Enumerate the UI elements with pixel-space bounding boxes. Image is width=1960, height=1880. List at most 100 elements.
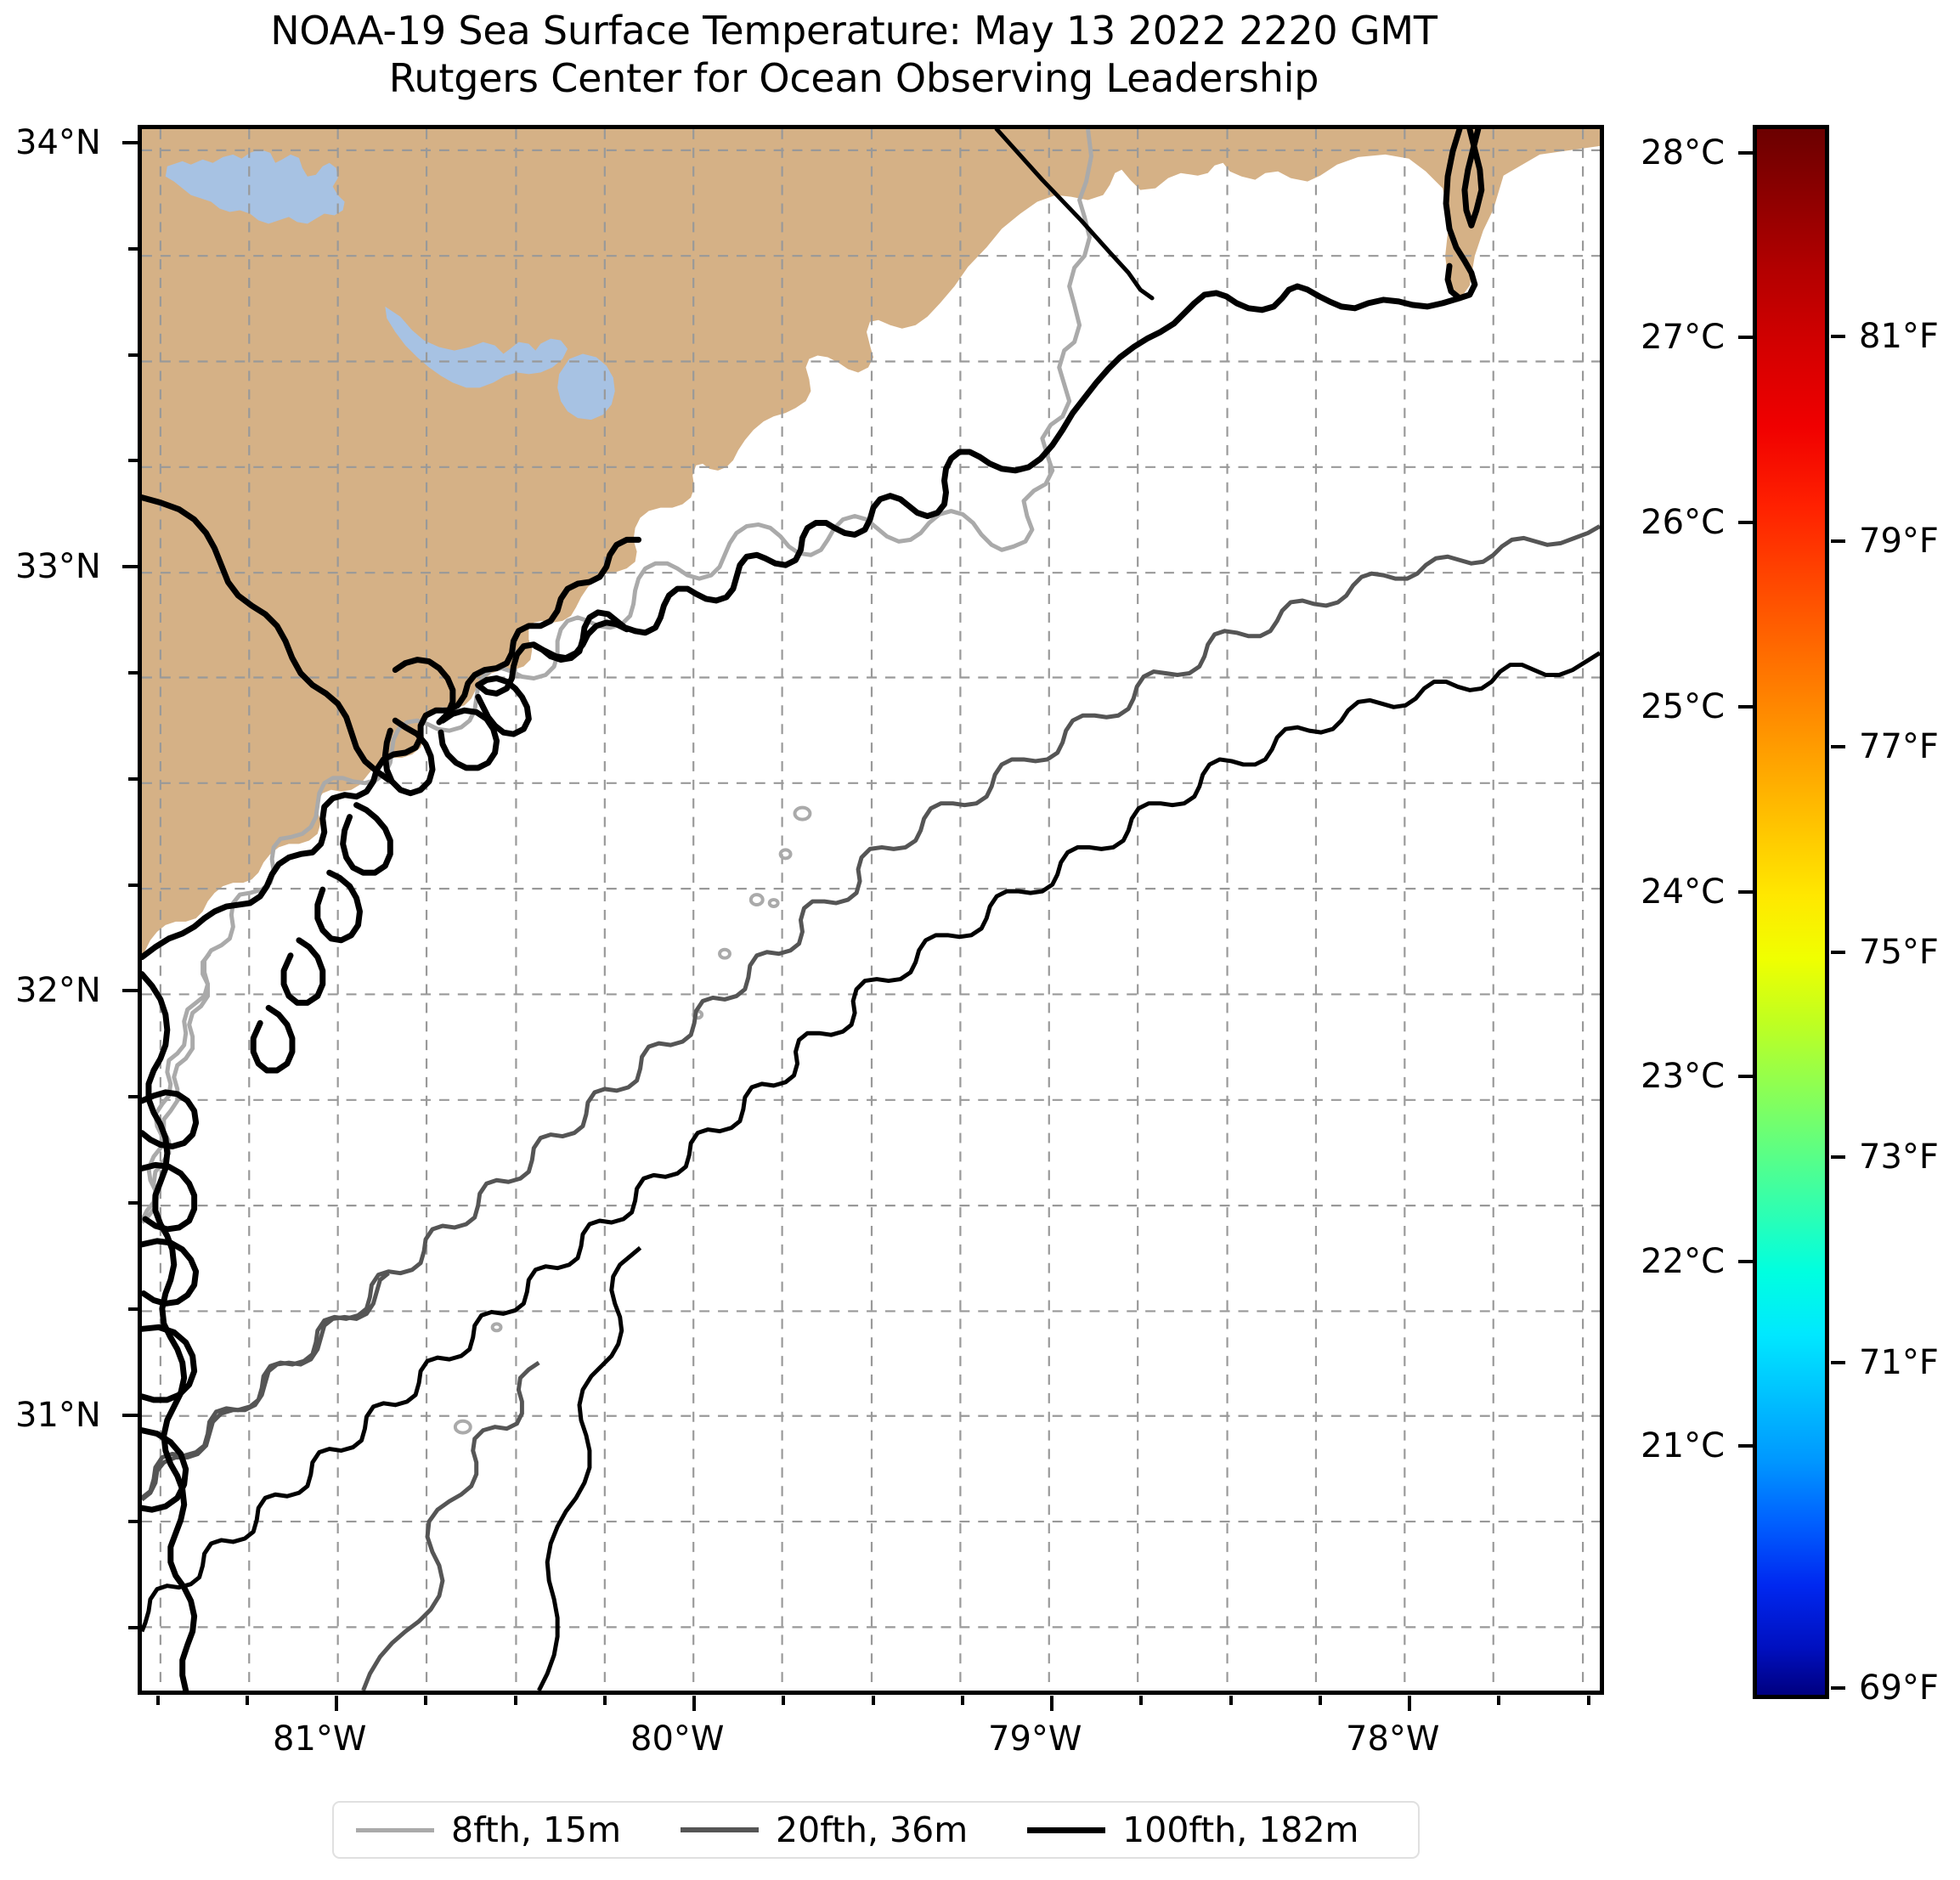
lon-tick-minor — [424, 1696, 427, 1705]
lon-tick-minor — [1497, 1696, 1500, 1705]
lat-tick-minor — [128, 459, 138, 462]
cb-label-c-22: 22°C — [1641, 1242, 1725, 1281]
cb-tick-c-25 — [1738, 705, 1753, 709]
cb-label-f-77: 77°F — [1859, 727, 1939, 766]
bathymetry-legend[interactable]: 8fth, 15m 20fth, 36m 100fth, 182m — [332, 1801, 1420, 1859]
lakes-layer — [165, 149, 615, 421]
cb-label-f-75: 75°F — [1859, 933, 1939, 972]
lat-tick-minor — [128, 353, 138, 357]
lat-tick-minor — [128, 1201, 138, 1205]
legend-label-20fth: 20fth, 36m — [776, 1809, 969, 1850]
land-mass-layer — [142, 129, 1600, 959]
cb-label-f-81: 81°F — [1859, 317, 1939, 356]
bathymetry-20fth-loop — [361, 1361, 540, 1691]
cb-tick-f-81 — [1831, 335, 1845, 338]
lat-tick-33 — [122, 565, 138, 568]
cb-tick-f-75 — [1831, 951, 1845, 954]
sst-map-plot[interactable] — [138, 125, 1604, 1695]
legend-line-8fth — [356, 1827, 434, 1832]
land-polygon-main — [142, 129, 1600, 959]
lake-marion — [385, 306, 568, 388]
lat-tick-minor — [128, 884, 138, 887]
lon-tick-minor — [961, 1696, 964, 1705]
lon-tick-minor — [1587, 1696, 1590, 1705]
lat-tick-minor — [128, 1520, 138, 1523]
lat-label-34: 34°N — [15, 123, 101, 162]
cb-label-f-71: 71°F — [1859, 1343, 1939, 1382]
cb-tick-c-27 — [1738, 336, 1753, 339]
lat-tick-minor — [128, 1307, 138, 1311]
bathymetry-8fth-tail — [142, 952, 212, 1224]
legend-label-100fth: 100fth, 182m — [1122, 1809, 1359, 1850]
title-line-2: Rutgers Center for Ocean Observing Leade… — [388, 55, 1319, 102]
cb-label-c-26: 26°C — [1641, 503, 1725, 542]
cb-label-c-28: 28°C — [1641, 133, 1725, 172]
lon-tick-81 — [335, 1696, 338, 1711]
cb-tick-c-24 — [1738, 890, 1753, 894]
bathymetry-100fth-branch — [537, 1245, 642, 1691]
title-line-1: NOAA-19 Sea Surface Temperature: May 13 … — [270, 8, 1438, 54]
legend-line-100fth — [1027, 1826, 1106, 1833]
cb-label-c-21: 21°C — [1641, 1426, 1725, 1465]
lat-label-31: 31°N — [15, 1396, 101, 1435]
cb-label-c-25: 25°C — [1641, 687, 1725, 726]
bathymetry-8fth-islets — [453, 805, 812, 1435]
temperature-colorbar[interactable] — [1753, 125, 1829, 1699]
lat-label-33: 33°N — [15, 547, 101, 586]
lat-label-32: 32°N — [15, 971, 101, 1010]
legend-label-8fth: 8fth, 15m — [451, 1809, 622, 1850]
lon-tick-79 — [1050, 1696, 1053, 1711]
lake-moultrie — [557, 353, 615, 421]
cb-tick-c-21 — [1738, 1444, 1753, 1448]
lon-tick-minor — [514, 1696, 517, 1705]
lon-tick-minor — [156, 1696, 160, 1705]
cb-tick-f-73 — [1831, 1155, 1845, 1159]
cb-label-c-24: 24°C — [1641, 872, 1725, 912]
graticule-grid — [142, 129, 1600, 1691]
cb-label-f-79: 79°F — [1859, 522, 1939, 561]
cb-tick-f-69 — [1831, 1686, 1845, 1690]
lake-upper-left — [165, 149, 345, 224]
cb-label-c-27: 27°C — [1641, 318, 1725, 357]
bathymetry-100fth-contour — [142, 651, 1600, 1633]
lat-tick-minor — [128, 247, 138, 251]
lon-tick-minor — [872, 1696, 875, 1705]
lat-tick-minor — [128, 1095, 138, 1098]
lon-tick-minor — [246, 1696, 249, 1705]
map-canvas — [142, 129, 1600, 1691]
cb-label-c-23: 23°C — [1641, 1057, 1725, 1096]
lat-tick-minor — [128, 671, 138, 675]
lon-tick-minor — [1229, 1696, 1233, 1705]
bathymetry-20fth-contour — [142, 524, 1600, 1500]
legend-item-100fth[interactable]: 100fth, 182m — [1027, 1809, 1358, 1850]
colorbar-gradient — [1757, 129, 1825, 1695]
cb-tick-f-79 — [1831, 539, 1845, 543]
cb-tick-c-28 — [1738, 151, 1753, 155]
legend-item-8fth[interactable]: 8fth, 15m — [356, 1809, 621, 1850]
lon-tick-80 — [692, 1696, 696, 1711]
cb-label-f-73: 73°F — [1859, 1138, 1939, 1177]
lat-tick-minor — [128, 1626, 138, 1629]
lon-tick-minor — [782, 1696, 785, 1705]
lon-label-78: 78°W — [1346, 1719, 1440, 1759]
lon-tick-minor — [603, 1696, 607, 1705]
lon-tick-minor — [1139, 1696, 1143, 1705]
legend-item-20fth[interactable]: 20fth, 36m — [681, 1809, 968, 1850]
page-title: NOAA-19 Sea Surface Temperature: May 13 … — [0, 7, 1708, 102]
lat-tick-32 — [122, 989, 138, 992]
lat-tick-31 — [122, 1414, 138, 1417]
lon-label-79: 79°W — [988, 1719, 1082, 1759]
lon-label-80: 80°W — [630, 1719, 725, 1759]
coastline-layer — [142, 129, 1485, 1691]
lon-tick-minor — [1319, 1696, 1322, 1705]
cb-tick-c-23 — [1738, 1075, 1753, 1078]
cb-tick-f-71 — [1831, 1361, 1845, 1364]
cb-label-f-69: 69°F — [1859, 1668, 1939, 1708]
lat-tick-minor — [128, 777, 138, 781]
lon-tick-78 — [1408, 1696, 1411, 1711]
cb-tick-f-77 — [1831, 745, 1845, 748]
legend-line-20fth — [681, 1827, 760, 1832]
lat-tick-34 — [122, 141, 138, 144]
cb-tick-c-26 — [1738, 521, 1753, 524]
cb-tick-c-22 — [1738, 1260, 1753, 1263]
